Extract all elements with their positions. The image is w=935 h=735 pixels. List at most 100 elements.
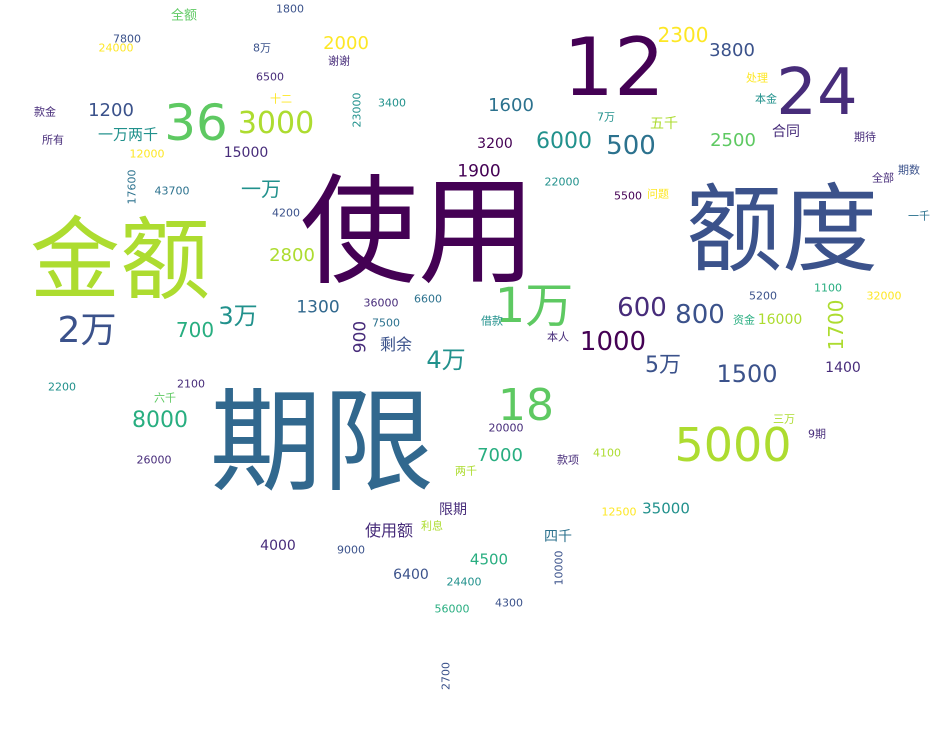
cloud-word: 十二 xyxy=(270,92,292,106)
cloud-word: 35000 xyxy=(642,499,690,518)
cloud-word: 2000 xyxy=(323,33,369,54)
cloud-word: 1800 xyxy=(276,2,304,16)
cloud-word: 8000 xyxy=(132,408,188,433)
cloud-word: 12500 xyxy=(601,505,637,519)
cloud-word: 1100 xyxy=(814,281,842,295)
cloud-word: 1200 xyxy=(88,100,134,121)
cloud-word: 全部 xyxy=(872,171,894,185)
cloud-word: 26000 xyxy=(136,453,172,467)
cloud-word: 使用 xyxy=(299,163,537,301)
cloud-word: 3400 xyxy=(378,96,406,110)
cloud-word: 1700 xyxy=(824,299,848,351)
cloud-word: 4200 xyxy=(272,206,300,220)
cloud-word: 6600 xyxy=(414,292,442,306)
cloud-word: 56000 xyxy=(434,602,470,616)
cloud-word: 一千 xyxy=(908,209,930,223)
cloud-word: 12000 xyxy=(129,147,165,161)
cloud-word: 资金 xyxy=(733,313,755,327)
cloud-word: 全额 xyxy=(170,8,198,24)
cloud-word: 额度 xyxy=(686,174,878,286)
cloud-word: 利息 xyxy=(421,519,443,533)
cloud-word: 36 xyxy=(164,94,228,152)
cloud-word: 2万 xyxy=(57,310,117,351)
cloud-word: 本人 xyxy=(547,330,569,344)
cloud-word: 6500 xyxy=(256,70,284,84)
cloud-word: 15000 xyxy=(223,145,269,161)
cloud-word: 4000 xyxy=(260,538,296,554)
cloud-word: 22000 xyxy=(544,175,580,189)
cloud-word: 6000 xyxy=(536,129,592,154)
cloud-word: 8万 xyxy=(253,41,271,55)
cloud-word: 两千 xyxy=(455,464,477,478)
cloud-word: 12 xyxy=(563,21,665,114)
cloud-word: 700 xyxy=(175,318,215,342)
cloud-word: 1000 xyxy=(579,327,647,357)
cloud-word: 六千 xyxy=(154,391,176,405)
cloud-word: 限期 xyxy=(439,502,467,518)
cloud-word: 一万两千 xyxy=(97,125,159,144)
cloud-word: 4300 xyxy=(495,596,523,610)
cloud-word: 4100 xyxy=(593,446,621,460)
cloud-word: 2700 xyxy=(439,662,453,690)
cloud-word: 7000 xyxy=(477,445,523,466)
cloud-word: 期限 xyxy=(210,378,434,508)
cloud-word: 1300 xyxy=(296,297,340,318)
cloud-word: 6400 xyxy=(393,567,429,583)
cloud-word: 本金 xyxy=(755,92,777,106)
cloud-word: 4500 xyxy=(469,550,509,569)
cloud-word: 32000 xyxy=(866,289,902,303)
cloud-word: 2100 xyxy=(177,377,205,391)
cloud-word: 合同 xyxy=(772,124,800,140)
cloud-word: 5000 xyxy=(674,418,792,472)
cloud-word: 3万 xyxy=(218,302,258,330)
cloud-word: 借款 xyxy=(481,314,503,328)
cloud-word: 5500 xyxy=(614,189,642,203)
cloud-word: 4万 xyxy=(426,346,466,374)
cloud-word: 款项 xyxy=(557,453,579,467)
cloud-word: 款金 xyxy=(34,105,56,119)
cloud-word: 18 xyxy=(498,380,554,431)
cloud-word: 1400 xyxy=(825,360,861,376)
cloud-word: 五千 xyxy=(650,116,678,132)
cloud-word: 16000 xyxy=(757,312,803,328)
cloud-word: 3000 xyxy=(237,106,315,141)
cloud-word: 24400 xyxy=(446,575,482,589)
cloud-word: 谢谢 xyxy=(328,54,350,68)
cloud-word: 5万 xyxy=(645,353,681,378)
cloud-word: 2300 xyxy=(657,23,709,47)
cloud-word: 9期 xyxy=(808,427,826,441)
cloud-word: 43700 xyxy=(154,184,190,198)
cloud-word: 2800 xyxy=(269,245,315,266)
cloud-word: 2500 xyxy=(710,130,756,151)
cloud-word: 三万 xyxy=(773,412,795,426)
cloud-word: 10000 xyxy=(552,550,566,586)
cloud-word: 处理 xyxy=(746,71,768,85)
cloud-word: 2200 xyxy=(48,380,76,394)
cloud-word: 1600 xyxy=(488,95,534,116)
cloud-word: 3200 xyxy=(477,136,513,152)
cloud-word: 金额 xyxy=(30,208,210,313)
cloud-word: 17600 xyxy=(125,169,139,205)
cloud-word: 7800 xyxy=(113,32,141,46)
cloud-word: 900 xyxy=(350,320,371,354)
cloud-word: 四千 xyxy=(544,529,572,545)
cloud-word: 9000 xyxy=(337,543,365,557)
cloud-word: 1500 xyxy=(716,360,778,388)
cloud-word: 期数 xyxy=(898,163,920,177)
cloud-word: 20000 xyxy=(488,421,524,435)
cloud-word: 600 xyxy=(617,293,667,323)
cloud-word: 3800 xyxy=(709,40,755,61)
cloud-word: 500 xyxy=(606,131,656,161)
cloud-word: 一万 xyxy=(241,177,281,201)
cloud-word: 7万 xyxy=(597,110,615,124)
cloud-word: 5200 xyxy=(749,289,777,303)
cloud-word: 24 xyxy=(776,56,858,130)
cloud-word: 23000 xyxy=(350,92,364,128)
cloud-word: 问题 xyxy=(647,187,669,201)
cloud-word: 1900 xyxy=(457,161,501,182)
cloud-word: 1万 xyxy=(494,278,574,334)
cloud-word: 剩余 xyxy=(379,335,413,354)
cloud-word: 所有 xyxy=(42,133,64,147)
cloud-word: 800 xyxy=(675,300,725,330)
